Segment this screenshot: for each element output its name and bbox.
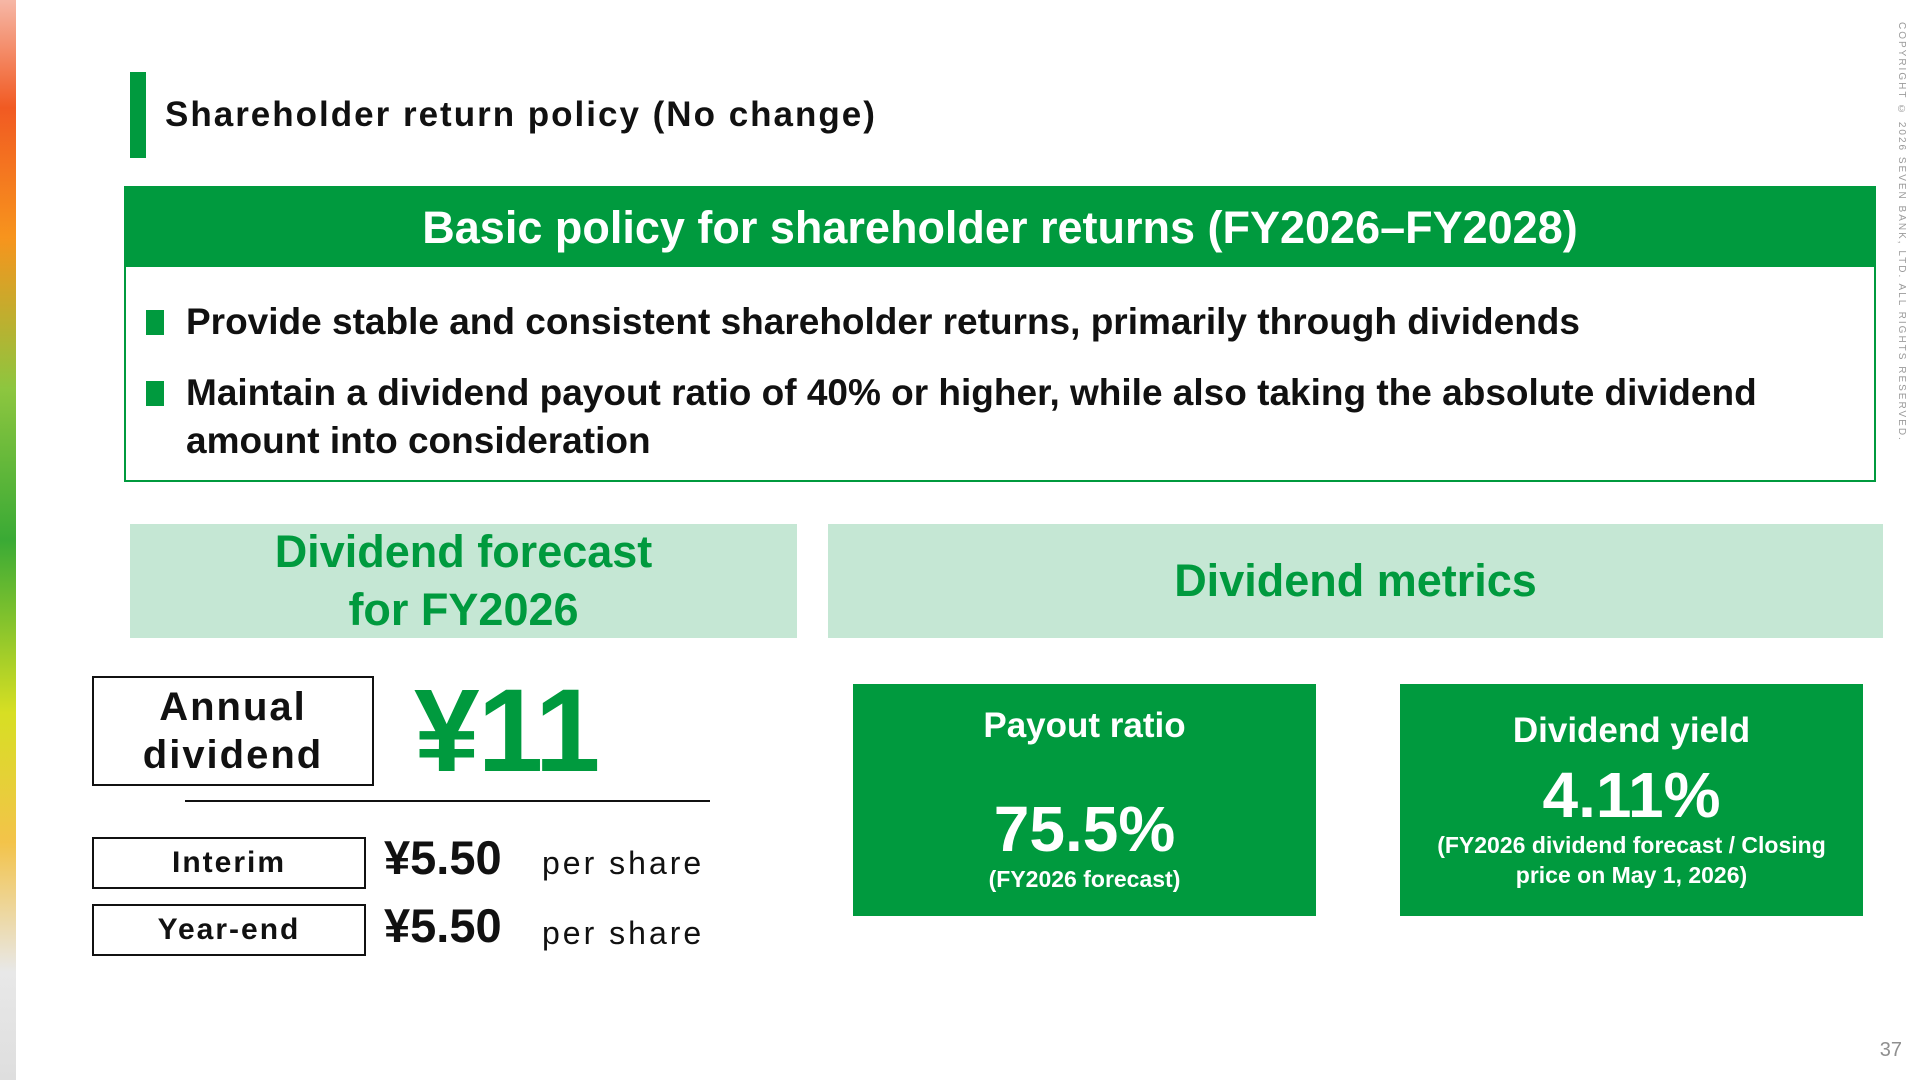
payout-ratio-card: Payout ratio 75.5% (FY2026 forecast) bbox=[853, 684, 1316, 916]
policy-bullet: Provide stable and consistent shareholde… bbox=[146, 298, 1846, 346]
dividend-yield-label: Dividend yield bbox=[1512, 711, 1751, 750]
metrics-panel-header: Dividend metrics bbox=[828, 524, 1883, 638]
metrics-header-text: Dividend metrics bbox=[1174, 555, 1537, 606]
forecast-header-text: Dividend forecast for FY2026 bbox=[274, 526, 653, 635]
forecast-panel-header: Dividend forecast for FY2026 bbox=[130, 524, 797, 638]
interim-label-box: Interim bbox=[92, 837, 366, 889]
annual-dividend-value: ¥11 bbox=[414, 665, 600, 797]
section-title: Shareholder return policy (No change) bbox=[165, 95, 877, 134]
annual-underline-divider bbox=[185, 800, 710, 802]
dividend-yield-value: 4.11% bbox=[1542, 759, 1721, 831]
copyright-notice: COPYRIGHT © 2026 SEVEN BANK, LTD. ALL RI… bbox=[1896, 22, 1907, 442]
payout-ratio-label: Payout ratio bbox=[983, 706, 1186, 745]
page-number: 37 bbox=[1879, 1039, 1902, 1061]
payout-ratio-note: (FY2026 forecast) bbox=[988, 866, 1181, 892]
payout-ratio-value: 75.5% bbox=[993, 793, 1176, 865]
yearend-label: Year-end bbox=[157, 913, 301, 946]
dividend-yield-note: (FY2026 dividend forecast / Closing pric… bbox=[1437, 832, 1826, 888]
title-accent-bar bbox=[130, 72, 146, 158]
policy-bullet-text: Maintain a dividend payout ratio of 40% … bbox=[186, 372, 1757, 461]
bullet-square-icon bbox=[146, 381, 164, 406]
annual-dividend-label-box: Annual dividend bbox=[92, 676, 374, 786]
policy-box: Basic policy for shareholder returns (FY… bbox=[124, 186, 1876, 482]
yearend-dividend-value: ¥5.50 bbox=[384, 899, 502, 952]
policy-header: Basic policy for shareholder returns (FY… bbox=[126, 188, 1874, 267]
slide-edge-gradient bbox=[0, 0, 16, 1080]
interim-dividend-value: ¥5.50 bbox=[384, 831, 502, 884]
dividend-yield-card: Dividend yield 4.11% (FY2026 dividend fo… bbox=[1400, 684, 1863, 916]
policy-bullet-text: Provide stable and consistent shareholde… bbox=[186, 301, 1580, 342]
interim-label: Interim bbox=[171, 846, 287, 879]
yearend-label-box: Year-end bbox=[92, 904, 366, 956]
bullet-square-icon bbox=[146, 310, 164, 335]
yearend-per-share-text: per share bbox=[542, 915, 705, 951]
interim-per-share-text: per share bbox=[542, 845, 705, 881]
annual-dividend-label: Annual dividend bbox=[142, 685, 324, 777]
policy-bullet: Maintain a dividend payout ratio of 40% … bbox=[146, 369, 1846, 465]
